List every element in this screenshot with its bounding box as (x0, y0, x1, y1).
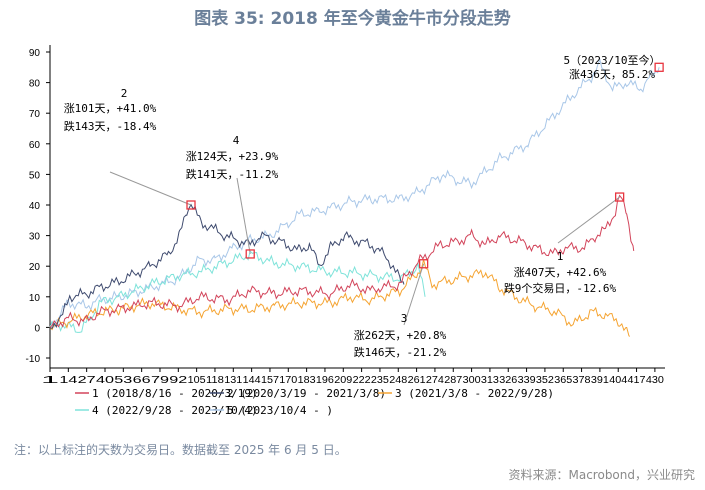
x-tick-label: 326 (499, 375, 517, 386)
x-tick-label: 235 (371, 375, 389, 386)
x-tick-label: 92 (169, 375, 188, 386)
y-tick-label: 60 (29, 140, 41, 151)
legend-label-2: 2 (2020/3/19 - 2021/3/8) (227, 387, 386, 400)
y-tick-label: 30 (29, 232, 41, 243)
x-tick-label: 118 (206, 375, 224, 386)
series-line-5 (49, 58, 660, 329)
annotation-5-line: 涨436天，85.2% (569, 68, 655, 81)
x-tick-label: 222 (353, 375, 371, 386)
peak-marker (614, 192, 625, 202)
x-tick-label: 1 (41, 375, 60, 386)
y-tick-label: 10 (29, 293, 41, 304)
x-tick-label: 339 (518, 375, 536, 386)
x-tick-label: 131 (224, 375, 242, 386)
peak-marker (186, 200, 196, 210)
x-tick-label: 378 (573, 375, 591, 386)
annotation-leader-line (236, 177, 251, 255)
annotation-1-line: 涨407天，+42.6% (514, 266, 607, 279)
annotation-3-line: 跌146天，-21.2% (354, 345, 447, 359)
chart-title: 图表 35: 2018 年至今黄金牛市分段走势 (194, 9, 511, 29)
peak-marker (245, 249, 255, 259)
x-tick-label: 391 (591, 375, 609, 386)
annotation-2-line: 涨101天，+41.0% (64, 102, 157, 115)
annotation-2-line: 跌143天，-18.4% (64, 119, 157, 133)
legend-label-3: 3 (2021/3/8 - 2022/9/28) (395, 387, 554, 400)
x-tick-label: 248 (389, 375, 407, 386)
annotation-1-line: 1 (557, 250, 564, 263)
legend-label-5: 5 (2023/10/4 - ) (227, 404, 333, 417)
x-tick-label: 66 (133, 375, 152, 386)
x-tick-label: 274 (426, 375, 444, 386)
footnote: 注：以上标注的天数为交易日。数据截至 2025 年 6 月 5 日。 (14, 443, 347, 457)
x-tick-label: 170 (279, 375, 297, 386)
y-tick-label: 50 (29, 170, 41, 181)
y-tick-label: 80 (29, 79, 41, 90)
x-tick-label: 287 (444, 375, 462, 386)
annotation-4-line: 涨124天，+23.9% (186, 150, 279, 163)
series-line-3 (49, 259, 630, 337)
series-line-2 (49, 203, 405, 329)
series-line-4 (49, 250, 426, 333)
annotation-5-line: 5（2023/10至今） (564, 53, 661, 67)
y-tick-label: 70 (29, 109, 41, 120)
annotation-2-line: 2 (121, 87, 128, 100)
x-tick-label: 404 (609, 375, 627, 386)
x-tick-label: 157 (261, 375, 279, 386)
legend-label-1: 1 (2018/8/16 - 2020/3/19) (92, 387, 258, 400)
x-tick-label: 417 (628, 375, 646, 386)
x-tick-label: 105 (188, 375, 206, 386)
annotation-3-line: 3 (401, 312, 408, 325)
y-tick-label: 0 (34, 323, 40, 334)
x-tick-label: 196 (316, 375, 334, 386)
y-tick-label: 20 (29, 262, 41, 273)
annotation-1-line: 跌9个交易日，-12.6% (504, 281, 617, 295)
annotation-leader-line (403, 263, 425, 326)
annotation-leader-line (557, 196, 620, 244)
y-tick-label: 40 (29, 201, 41, 212)
x-tick-label: 53 (114, 375, 133, 386)
annotation-leader-line (109, 171, 192, 206)
legend-label-4: 4 (2022/9/28 - 2023/10/4) (92, 404, 258, 417)
x-tick-label: 300 (463, 375, 481, 386)
x-tick-label: 261 (408, 375, 426, 386)
series-line-1 (49, 194, 635, 328)
peak-marker (418, 259, 429, 269)
x-tick-label: 79 (151, 375, 170, 386)
x-tick-label: 27 (78, 375, 97, 386)
x-tick-label: 352 (536, 375, 554, 386)
x-tick-label: 14 (59, 375, 78, 386)
x-tick-label: 313 (481, 375, 499, 386)
annotation-3-line: 涨262天，+20.8% (354, 329, 447, 342)
annotation-4-line: 4 (233, 134, 240, 147)
source-note: 资料来源：Macrobond，兴业研究 (508, 468, 696, 482)
x-tick-label: 40 (96, 375, 115, 386)
peak-marker (654, 62, 664, 72)
x-tick-label: 365 (554, 375, 572, 386)
x-tick-label: 209 (334, 375, 352, 386)
x-tick-label: 183 (298, 375, 316, 386)
y-tick-label: 90 (29, 48, 41, 59)
annotation-4-line: 跌141天，-11.2% (186, 167, 279, 181)
y-tick-label: -10 (26, 354, 41, 365)
x-tick-label: 144 (243, 375, 261, 386)
x-tick-label: 430 (646, 375, 664, 386)
